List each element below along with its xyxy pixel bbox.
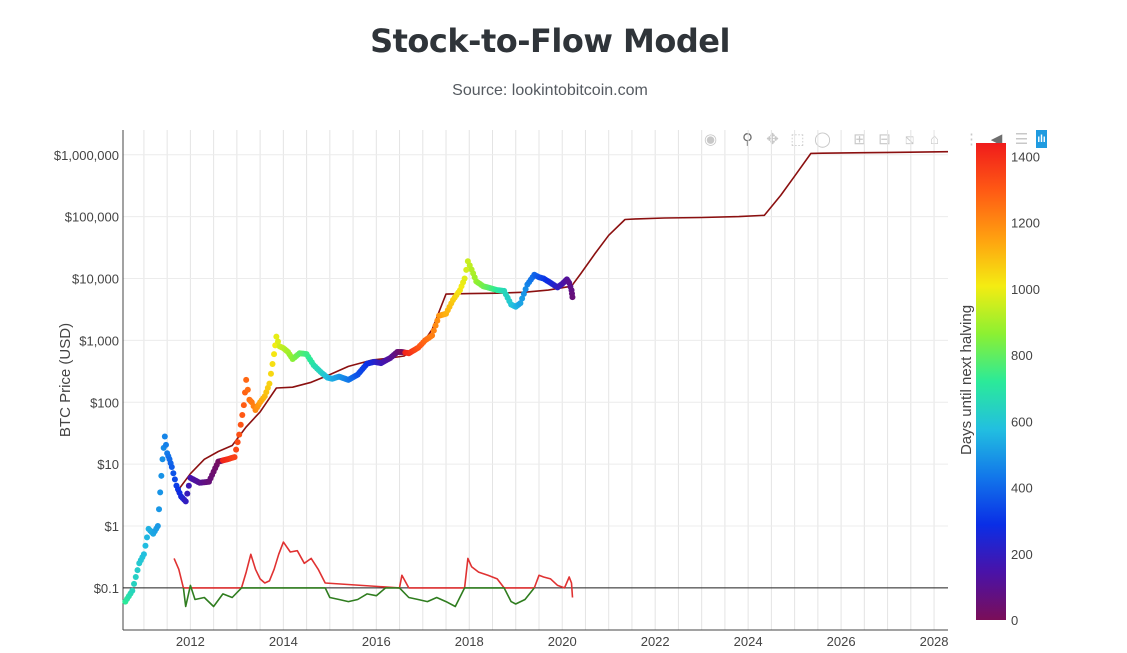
y-tick-label: $100 bbox=[90, 395, 119, 410]
price-point bbox=[237, 421, 244, 428]
hover-closest-icon[interactable]: ◀ bbox=[990, 131, 1003, 148]
price-point bbox=[161, 433, 168, 440]
grid-layer bbox=[123, 130, 948, 630]
autoscale-icon[interactable]: ⧅ bbox=[904, 130, 915, 148]
colorbar-tick-label: 200 bbox=[1011, 547, 1033, 562]
price-point bbox=[131, 580, 138, 587]
price-point bbox=[132, 574, 139, 581]
price-point bbox=[159, 456, 166, 463]
plotly-logo-icon[interactable]: ılı bbox=[1036, 130, 1047, 148]
camera-icon[interactable]: ◉ bbox=[703, 131, 718, 148]
price-point bbox=[271, 351, 278, 358]
price-point bbox=[240, 402, 247, 409]
colorbar: 0 200 400 600 800 1000 1200 1400 bbox=[976, 143, 1040, 628]
price-point bbox=[171, 476, 178, 483]
price-points-layer bbox=[122, 258, 576, 605]
colorbar-tick-label: 1400 bbox=[1011, 149, 1040, 164]
x-tick-label: 2014 bbox=[269, 634, 298, 649]
price-point bbox=[170, 470, 177, 477]
price-point bbox=[432, 322, 439, 329]
price-point bbox=[134, 567, 141, 574]
price-point bbox=[267, 370, 274, 377]
price-point bbox=[275, 338, 282, 345]
price-point bbox=[269, 360, 276, 367]
y-axis-label: BTC Price (USD) bbox=[57, 323, 74, 437]
price-point bbox=[266, 380, 273, 387]
series-line-ratio-below-model bbox=[182, 584, 535, 608]
colorbar-tick-label: 1000 bbox=[1011, 282, 1040, 297]
chart-title: Stock-to-Flow Model bbox=[370, 22, 730, 60]
price-point bbox=[142, 542, 149, 549]
price-point bbox=[154, 523, 161, 530]
price-point bbox=[463, 266, 470, 273]
x-tick-label: 2022 bbox=[641, 634, 670, 649]
price-point bbox=[273, 333, 280, 340]
price-point bbox=[184, 490, 191, 497]
price-point bbox=[231, 454, 238, 461]
zoom-icon[interactable]: ⚲ bbox=[742, 131, 753, 148]
price-point bbox=[162, 441, 169, 448]
series-line-ratio-above-model bbox=[173, 541, 574, 598]
price-point bbox=[429, 332, 436, 339]
price-point bbox=[517, 300, 524, 307]
price-point bbox=[236, 431, 243, 438]
colorbar-title: Days until next halving bbox=[958, 305, 975, 455]
colorbar-tick-label: 400 bbox=[1011, 481, 1033, 496]
x-tick-label: 2016 bbox=[362, 634, 391, 649]
price-point bbox=[168, 463, 175, 470]
price-point bbox=[182, 498, 189, 505]
price-point bbox=[244, 386, 251, 393]
colorbar-tick-label: 0 bbox=[1011, 613, 1018, 628]
colorbar-tick-label: 1200 bbox=[1011, 216, 1040, 231]
x-tick-label: 2028 bbox=[920, 634, 949, 649]
price-point bbox=[243, 376, 250, 383]
box-select-icon[interactable]: ⬚ bbox=[790, 131, 805, 148]
price-point bbox=[434, 317, 441, 324]
price-point bbox=[140, 551, 147, 558]
price-point bbox=[156, 506, 163, 513]
hover-compare-icon[interactable]: ☰ bbox=[1014, 131, 1029, 148]
x-tick-label: 2026 bbox=[827, 634, 856, 649]
price-point bbox=[129, 587, 136, 594]
y-tick-label: $1 bbox=[105, 519, 119, 534]
price-point bbox=[144, 534, 151, 541]
price-point bbox=[520, 290, 527, 297]
price-point bbox=[234, 439, 241, 446]
pan-icon[interactable]: ✥ bbox=[766, 131, 779, 148]
colorbar-tick-label: 600 bbox=[1011, 414, 1033, 429]
colorbar-gradient bbox=[976, 143, 1006, 620]
price-point bbox=[522, 286, 529, 293]
zoom-in-icon[interactable]: ⊞ bbox=[853, 131, 866, 148]
price-point bbox=[461, 275, 468, 282]
colorbar-tick-label: 800 bbox=[1011, 348, 1033, 363]
tick-labels-layer: 2012 2014 2016 2018 2020 2022 2024 2026 2028 $0.1… bbox=[54, 148, 949, 649]
price-point bbox=[233, 446, 240, 453]
price-point bbox=[157, 489, 164, 496]
price-point bbox=[239, 411, 246, 418]
chart-subtitle: Source: lookintobitcoin.com bbox=[452, 82, 648, 99]
y-tick-label: $10,000 bbox=[72, 272, 119, 287]
price-point bbox=[519, 295, 526, 302]
x-tick-label: 2024 bbox=[734, 634, 763, 649]
x-tick-label: 2018 bbox=[455, 634, 484, 649]
y-tick-label: $1,000,000 bbox=[54, 148, 119, 163]
price-point bbox=[569, 294, 576, 301]
y-tick-label: $0.1 bbox=[94, 581, 119, 596]
x-tick-label: 2012 bbox=[176, 634, 205, 649]
y-tick-label: $1,000 bbox=[79, 333, 119, 348]
x-tick-label: 2020 bbox=[548, 634, 577, 649]
price-point bbox=[185, 482, 192, 489]
y-tick-label: $100,000 bbox=[65, 210, 119, 225]
price-point bbox=[430, 327, 437, 334]
price-point bbox=[158, 472, 165, 479]
lines-layer bbox=[173, 150, 949, 608]
y-tick-label: $10 bbox=[97, 457, 119, 472]
spike-lines-icon[interactable]: ⋮ bbox=[964, 131, 979, 148]
series-line-stock-to-flow-model bbox=[175, 150, 949, 493]
